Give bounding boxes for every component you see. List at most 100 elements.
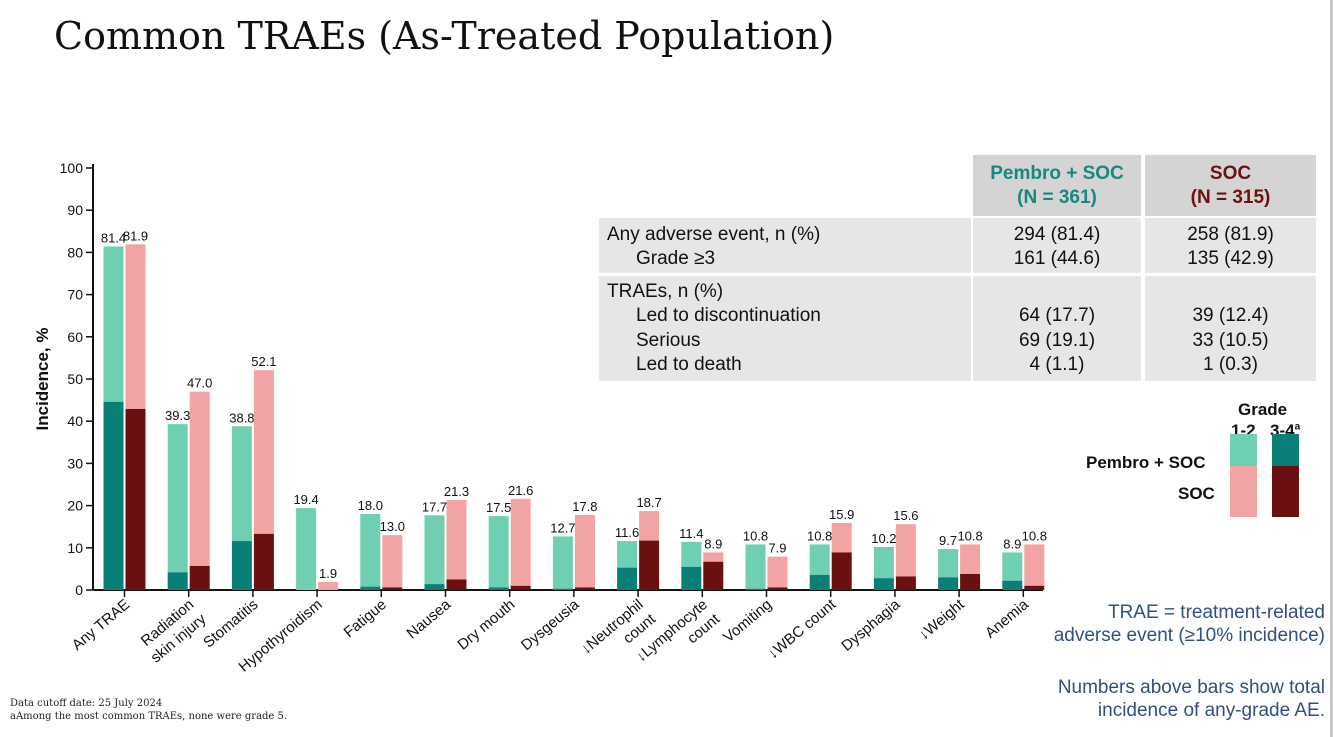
bar-pembro-grade12 (617, 541, 638, 568)
data-label: 12.7 (550, 520, 575, 535)
bar-pembro-grade34 (745, 588, 766, 590)
bar-soc-grade34 (960, 573, 981, 590)
legend-col-34-sup: a (1294, 421, 1301, 433)
y-tick-label: 20 (67, 498, 83, 514)
data-label: 8.9 (1003, 536, 1021, 551)
x-category-label-line: Dysphagia (838, 596, 904, 655)
table-header-soc: SOC (N = 315) (1145, 155, 1316, 216)
x-category-label: ↓Lymphocytecount (633, 596, 724, 681)
x-category-label: Dysphagia (838, 596, 904, 655)
x-category-label-line: Anemia (982, 596, 1032, 642)
table-row-label: Grade ≥3 (636, 248, 716, 269)
legend-swatch-soc-34 (1272, 466, 1299, 517)
bar-pembro-grade34 (681, 566, 702, 590)
y-axis-label: Incidence, % (33, 328, 52, 431)
data-label: 7.9 (768, 541, 786, 556)
legend-swatch-pembro-12 (1230, 434, 1257, 466)
bar-pembro-grade12 (681, 541, 702, 567)
data-label: 10.8 (807, 528, 832, 543)
data-label: 47.0 (187, 376, 212, 391)
y-tick-label: 90 (67, 202, 83, 218)
y-tick-label: 10 (67, 540, 83, 556)
bar-pembro-grade34 (552, 588, 573, 590)
legend-row-soc: SOC (1178, 484, 1215, 503)
x-category-label-line: ↓WBC count (764, 596, 839, 663)
x-category-label: Radiationskin injury (135, 596, 210, 667)
y-tick-label: 80 (67, 244, 83, 260)
bar-soc-grade34 (253, 533, 274, 590)
legend-row-pembro: Pembro + SOC (1086, 453, 1206, 472)
note-numbers-line2: incidence of any-grade AE. (1097, 700, 1325, 721)
grade-legend: Grade 1-2 3-4a Pembro + SOC SOC (1080, 398, 1320, 520)
bar-soc-grade34 (125, 408, 146, 590)
table-group1-label-bg (599, 218, 971, 273)
data-label: 17.7 (422, 499, 447, 514)
table-header-pembro-n: (N = 361) (1017, 186, 1097, 208)
data-label: 8.9 (704, 536, 722, 551)
data-label: 81.9 (123, 228, 148, 243)
x-category-label-line: Fatigue (341, 596, 390, 641)
bar-pembro-grade12 (938, 549, 959, 578)
bar-pembro-grade34 (938, 577, 959, 590)
x-category-label: Dry mouth (454, 596, 518, 653)
bar-pembro-grade12 (552, 536, 573, 589)
summary-table: Pembro + SOC (N = 361) SOC (N = 315) Any… (599, 155, 1316, 381)
y-tick-label: 0 (75, 582, 83, 598)
data-label: 10.2 (871, 531, 896, 546)
table-row-pembro: 4 (1.1) (1029, 354, 1085, 375)
data-label: 1.9 (319, 566, 337, 581)
data-label: 18.7 (636, 495, 661, 510)
x-category-label-line: Any TRAE (69, 596, 133, 654)
y-tick-label: 50 (67, 371, 83, 387)
y-tick-label: 30 (67, 455, 83, 471)
bar-pembro-grade34 (167, 572, 188, 590)
data-label: 9.7 (939, 533, 957, 548)
table-row-soc: 39 (12.4) (1192, 305, 1269, 326)
x-category-label: Dysgeusia (518, 596, 583, 654)
bar-pembro-grade12 (1002, 552, 1023, 581)
data-label: 52.1 (251, 354, 276, 369)
bar-pembro-grade12 (873, 546, 894, 579)
bar-soc-grade12 (189, 391, 210, 566)
x-category-label: Anemia (982, 596, 1032, 642)
table-row-label: TRAEs, n (%) (607, 281, 724, 302)
table-group1-pembro-bg (973, 218, 1141, 273)
bar-pembro-grade34 (1002, 580, 1023, 590)
x-category-label-line: ↓Weight (915, 596, 968, 644)
legend-grade-title: Grade (1238, 400, 1288, 419)
bar-soc-grade34 (767, 587, 788, 590)
table-row-pembro: 64 (17.7) (1018, 305, 1096, 326)
data-label: 17.5 (486, 500, 511, 515)
x-category-label-line: Vomiting (720, 596, 775, 646)
bar-soc-grade12 (318, 581, 339, 590)
bar-soc-grade34 (382, 587, 403, 590)
table-row-soc: 135 (42.9) (1187, 248, 1274, 269)
table-header-soc-n: (N = 315) (1190, 186, 1271, 208)
data-label: 11.6 (615, 525, 639, 540)
legend-swatch-pembro-34 (1272, 434, 1299, 466)
data-label: 10.8 (743, 528, 768, 543)
bar-soc-grade34 (703, 561, 724, 590)
data-label: 81.4 (101, 230, 126, 245)
table-header-pembro-name: Pembro + SOC (990, 162, 1124, 184)
bar-pembro-grade12 (103, 246, 124, 402)
bar-pembro-grade34 (873, 578, 894, 590)
table-group1-soc-bg (1145, 218, 1316, 273)
data-label: 38.8 (229, 410, 254, 425)
data-label: 11.4 (679, 526, 703, 541)
table-row-label: Any adverse event, n (%) (607, 224, 821, 245)
y-tick-label: 100 (60, 160, 84, 176)
bar-soc-grade12 (253, 370, 274, 534)
note-trae-definition: TRAE = treatment-related adverse event (… (1054, 601, 1325, 647)
data-label: 39.3 (165, 408, 190, 423)
note-trae-line1: TRAE = treatment-related (1107, 602, 1325, 623)
bar-pembro-grade34 (809, 574, 830, 590)
bar-soc-grade12 (1024, 544, 1045, 586)
table-row-soc: 258 (81.9) (1187, 224, 1274, 245)
bar-soc-grade12 (767, 556, 788, 588)
x-category-label-line: Dysgeusia (518, 596, 583, 654)
table-header-pembro: Pembro + SOC (N = 361) (973, 155, 1141, 216)
bar-pembro-grade12 (360, 514, 381, 587)
y-tick-label: 40 (67, 413, 83, 429)
table-row-label: Led to discontinuation (636, 305, 821, 326)
